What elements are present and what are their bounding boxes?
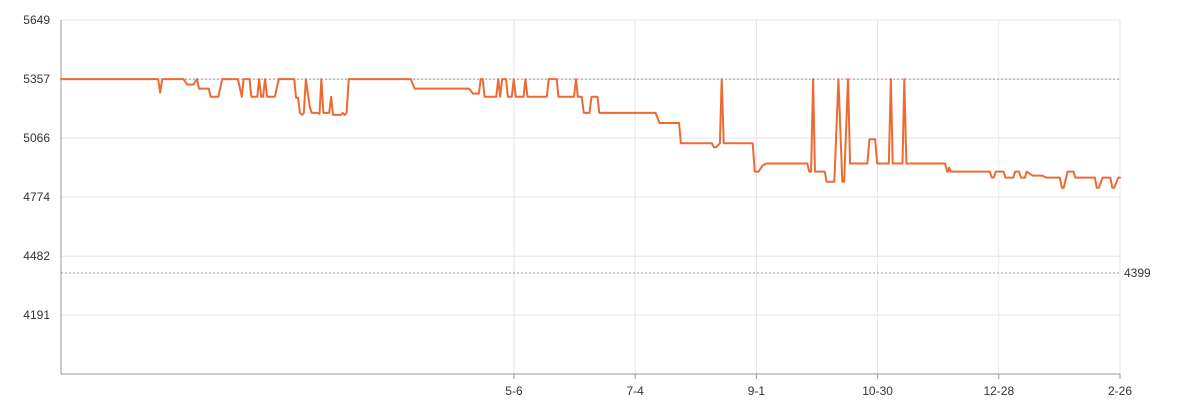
x-tick-label: 9-1	[748, 384, 766, 398]
axes	[60, 20, 1121, 379]
series-line	[60, 78, 1121, 189]
grid-layer	[61, 19, 1121, 374]
y-tick-label: 5357	[23, 72, 50, 86]
y-tick-label: 5649	[23, 13, 50, 27]
reference-line-label: 4399	[1124, 266, 1151, 280]
tick-labels: 5649 5357 5066 4774 4482 4191 5-6 7-4 9-1 10-30 12…	[23, 13, 1151, 398]
series-layer	[60, 78, 1121, 189]
y-tick-label: 4774	[23, 190, 50, 204]
y-tick-label: 4482	[23, 249, 50, 263]
x-tick-label: 2-26	[1108, 384, 1132, 398]
y-tick-label: 4191	[23, 308, 50, 322]
x-tick-label: 5-6	[505, 384, 523, 398]
x-tick-label: 10-30	[862, 384, 893, 398]
x-tick-label: 7-4	[627, 384, 645, 398]
y-tick-label: 5066	[23, 131, 50, 145]
x-tick-label: 12-28	[983, 384, 1014, 398]
